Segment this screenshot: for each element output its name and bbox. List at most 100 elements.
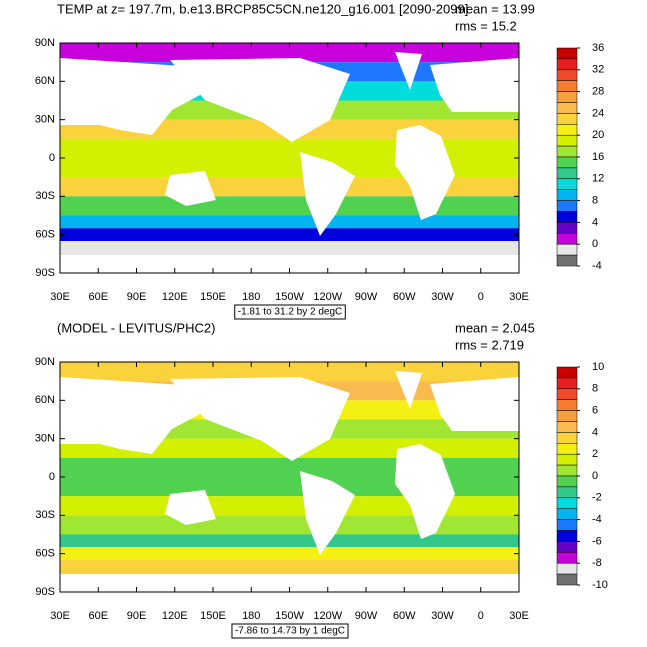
lon-tick-label: 60E (88, 610, 108, 622)
info-label: -1.81 to 31.2 by 2 degC (238, 307, 343, 318)
colorbar-box (556, 519, 578, 531)
colorbar-box (556, 552, 578, 564)
field-band (60, 215, 519, 229)
colorbar-label: -4 (592, 514, 602, 526)
colorbar-box (556, 222, 578, 234)
colorbar-label: 16 (592, 151, 604, 163)
colorbar-box (556, 178, 578, 190)
colorbar-box (556, 91, 578, 103)
lon-tick-label: 30E (509, 610, 529, 622)
colorbar-box (556, 167, 578, 180)
field-band (60, 534, 519, 548)
lon-tick-label: 30E (50, 610, 70, 622)
lon-tick-label: 90E (127, 291, 147, 303)
colorbar-label: 0 (592, 470, 598, 482)
lon-tick-label: 30W (431, 291, 454, 303)
lon-tick-label: 120E (162, 610, 188, 622)
lat-tick-label: 60S (35, 548, 55, 560)
colorbar-label: 2 (592, 448, 598, 460)
lat-tick-label: 30S (35, 190, 55, 202)
colorbar-box (556, 475, 578, 488)
colorbar-label: -6 (592, 535, 602, 547)
colorbar-box (556, 80, 578, 92)
lat-tick-label: 30N (35, 114, 55, 126)
lon-tick-label: 60E (88, 291, 108, 303)
lat-tick-label: 60N (35, 394, 55, 406)
colorbar-label: 8 (592, 383, 598, 395)
panel-title: TEMP at z= 197.7m, b.e13.BRCP85C5CN.ne12… (57, 1, 468, 16)
colorbar-box (556, 399, 578, 411)
rms-label: rms = 2.719 (455, 337, 524, 352)
colorbar-label: -8 (592, 557, 602, 569)
colorbar-box (556, 443, 578, 455)
lon-tick-label: 120W (313, 610, 342, 622)
colorbar-box (556, 530, 578, 542)
lon-tick-label: 180 (242, 291, 260, 303)
colorbar-box (556, 464, 578, 477)
lon-tick-label: 90E (127, 610, 147, 622)
lon-tick-label: 120W (313, 291, 342, 303)
colorbar-label: 12 (592, 173, 604, 185)
mean-label: mean = 13.99 (455, 1, 535, 16)
colorbar-box (556, 541, 578, 553)
lat-tick-label: 90S (35, 586, 55, 598)
colorbar-label: 8 (592, 195, 598, 207)
colorbar-box (556, 421, 578, 433)
panel-title: (MODEL - LEVITUS/PHC2) (57, 320, 215, 335)
colorbar-box (556, 58, 578, 71)
colorbar-box (556, 243, 578, 256)
info-box (231, 623, 349, 639)
lat-tick-label: 90S (35, 267, 55, 279)
field-band (60, 196, 519, 216)
lon-tick-label: 90W (355, 610, 378, 622)
colorbar-box (556, 200, 578, 212)
colorbar-box (556, 145, 578, 158)
colorbar-label: 0 (592, 238, 598, 250)
colorbar-box (556, 47, 578, 60)
colorbar-box (556, 366, 578, 379)
lon-tick-label: 30E (50, 291, 70, 303)
lon-tick-label: 30E (509, 291, 529, 303)
rms-label: rms = 15.2 (455, 18, 517, 33)
field-band (60, 515, 519, 535)
lat-tick-label: 0 (49, 471, 55, 483)
lat-tick-label: 90N (35, 37, 55, 49)
lon-tick-label: 150W (275, 291, 304, 303)
colorbar-box (556, 189, 578, 201)
lat-tick-label: 60S (35, 229, 55, 241)
colorbar-box (556, 410, 578, 422)
lon-tick-label: 0 (478, 291, 484, 303)
colorbar-box (556, 573, 578, 586)
colorbar-label: -2 (592, 492, 602, 504)
lon-tick-label: 60W (393, 291, 416, 303)
colorbar-box (556, 377, 578, 390)
colorbar-box (556, 69, 578, 81)
colorbar-label: 4 (592, 426, 598, 438)
lon-tick-label: 60W (393, 610, 416, 622)
colorbar-label: 32 (592, 64, 604, 76)
colorbar-box (556, 156, 578, 169)
colorbar-label: 4 (592, 216, 598, 228)
info-label: -7.86 to 14.73 by 1 degC (235, 626, 345, 637)
colorbar-label: -4 (592, 260, 602, 272)
colorbar-label: 28 (592, 86, 604, 98)
field-band (60, 228, 519, 242)
lat-tick-label: 30S (35, 509, 55, 521)
colorbar-box (556, 254, 578, 267)
colorbar-box (556, 233, 578, 245)
colorbar-box (556, 562, 578, 575)
lat-tick-label: 90N (35, 356, 55, 368)
colorbar-box (556, 453, 578, 466)
info-box (234, 304, 346, 320)
colorbar-box (556, 134, 578, 147)
colorbar-box (556, 102, 578, 114)
lat-tick-label: 60N (35, 75, 55, 87)
lon-tick-label: 30W (431, 610, 454, 622)
colorbar-label: 20 (592, 129, 604, 141)
colorbar-box (556, 486, 578, 499)
lat-tick-label: 0 (49, 152, 55, 164)
lon-tick-label: 180 (242, 610, 260, 622)
lon-tick-label: 150E (200, 610, 226, 622)
colorbar-box (556, 124, 578, 136)
colorbar-box (556, 432, 578, 444)
